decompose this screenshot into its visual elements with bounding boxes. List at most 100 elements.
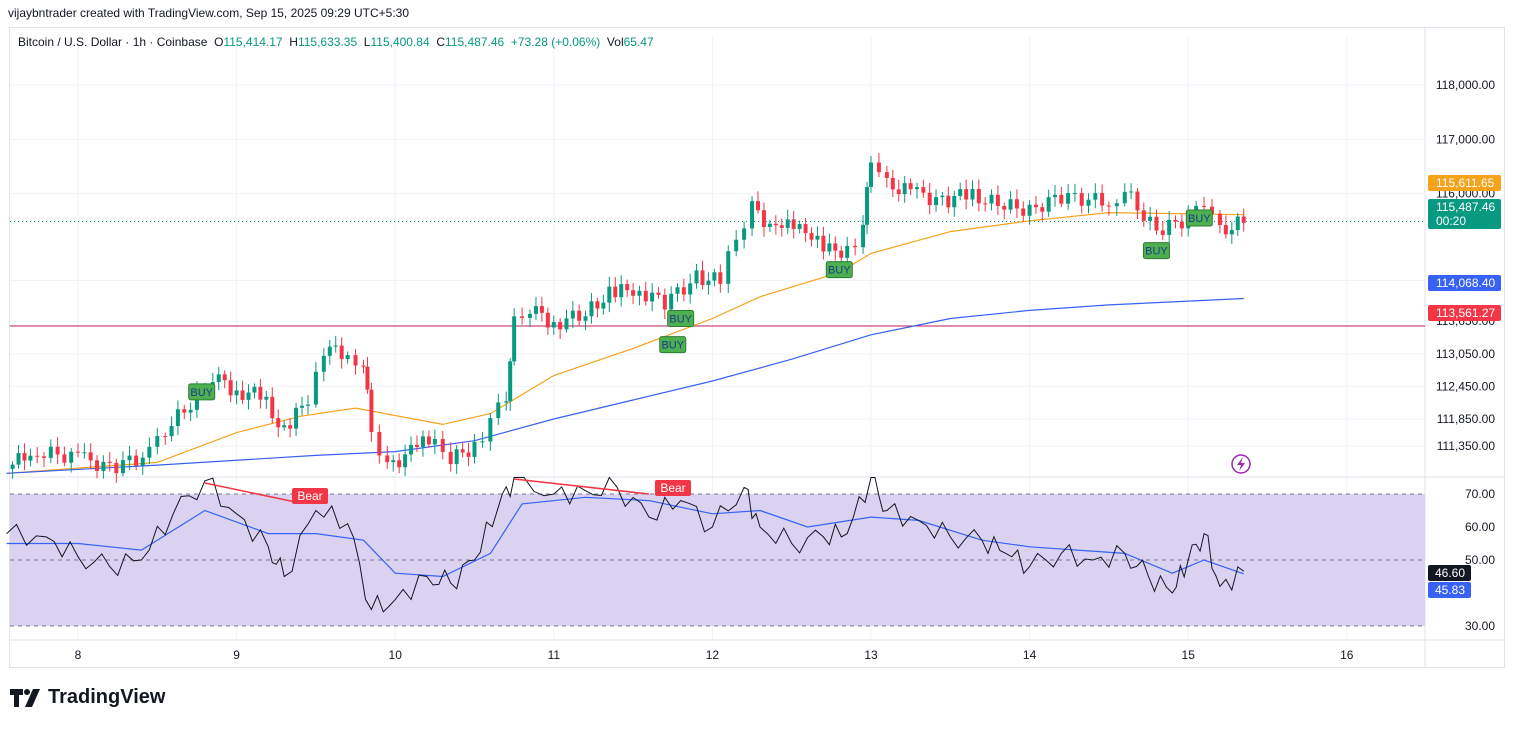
candle-body [845, 245, 850, 258]
candle-body [884, 172, 889, 178]
candle-body [472, 441, 477, 457]
buy-signal-label: BUY [828, 265, 851, 277]
time-axis-tick: 11 [548, 648, 561, 662]
candle-body [761, 210, 766, 227]
candle-body [861, 224, 866, 248]
price-axis-tick: 113,050.00 [1436, 347, 1495, 361]
high-value: 115,633.35 [297, 35, 358, 49]
rsi-tag-label: 45.83 [1435, 583, 1465, 597]
candle-body [601, 302, 606, 309]
rsi-pane: Bear Bear [6, 476, 1425, 627]
candle-body [700, 270, 705, 286]
candle-body [809, 233, 814, 240]
candle-body [1100, 192, 1105, 206]
candle-body [163, 436, 168, 438]
candle-body [62, 454, 67, 463]
candle-body [1135, 191, 1140, 211]
candle-body [821, 235, 826, 252]
candle-body [803, 224, 808, 234]
candle-body [426, 436, 431, 445]
candle-body [1114, 203, 1119, 207]
candle-body [583, 316, 588, 321]
bear-tag [292, 488, 328, 504]
candle-body [194, 391, 199, 410]
symbol-title[interactable]: Bitcoin / U.S. Dollar · 1h · Coinbase [18, 35, 208, 49]
volume-value: 65.47 [623, 35, 654, 49]
candle-body [797, 224, 802, 229]
candle-body [528, 313, 533, 318]
candle-body [607, 286, 612, 303]
candle-body [1160, 230, 1165, 235]
tradingview-logo[interactable]: TradingView [10, 686, 165, 709]
buy-signal [1185, 209, 1213, 227]
buy-signal [659, 336, 687, 354]
candle-body [42, 456, 47, 458]
candle-body [508, 361, 513, 402]
candle-body [902, 183, 907, 195]
candle-body [545, 312, 550, 328]
candle-body [353, 355, 358, 366]
change-value: +73.28 (+0.06%) [510, 35, 601, 49]
rsi-axis-tick: 50.00 [1465, 553, 1495, 567]
chart-frame [9, 27, 1505, 668]
price-axis-tick: 111,850.00 [1437, 412, 1496, 426]
candle-body [504, 401, 509, 403]
candle-body [1027, 204, 1032, 216]
candle-body [650, 292, 655, 302]
candle-body [827, 243, 832, 252]
rsi-axis-tick: 60.00 [1465, 520, 1495, 534]
candle-body [134, 455, 139, 466]
ma200-line [6, 297, 1244, 474]
buy-signal-label: BUY [661, 340, 684, 352]
candle-body [16, 453, 21, 465]
ma50-line [6, 211, 1244, 474]
close-label: C [436, 35, 445, 49]
candle-body [246, 392, 251, 400]
candle-body [1217, 213, 1222, 226]
candle-body [82, 452, 87, 454]
rsi-axis-tick: 70.00 [1465, 487, 1495, 501]
candle-body [1072, 193, 1077, 195]
buy-signal [667, 310, 695, 328]
candle-body [339, 345, 344, 360]
candle-body [95, 460, 100, 471]
rsi-axis-tick: 30.00 [1465, 619, 1495, 633]
buy-signal-label: BUY [669, 314, 692, 326]
candle-body [345, 355, 350, 360]
candle-body [551, 322, 556, 328]
candle-body [706, 280, 711, 286]
candle-body [1179, 221, 1184, 229]
buy-signals: BUY BUY BUY BUY BUY BUY [188, 209, 1251, 474]
buy-signal-label: BUY [190, 387, 213, 399]
candle-body [48, 446, 53, 458]
candle-body [539, 306, 544, 313]
candle-body [288, 425, 293, 429]
candle-body [712, 272, 717, 281]
high-label: H [289, 35, 298, 49]
candle-body [767, 223, 772, 227]
candle-body [1008, 199, 1013, 210]
candle-body [361, 365, 366, 367]
candle-body [276, 418, 281, 428]
price-tag-hline [1428, 305, 1501, 321]
candle-body [147, 446, 152, 458]
candle-body [742, 228, 747, 240]
candle-body [785, 219, 790, 228]
candle-body [989, 194, 994, 204]
price-tag-ma50 [1428, 175, 1501, 191]
candle-body [222, 374, 227, 381]
bear-tag-label: Bear [297, 489, 322, 503]
candle-body [876, 162, 881, 173]
candle-body [869, 162, 873, 187]
alert-bolt-icon-glyph [1237, 457, 1245, 471]
candle-body [385, 455, 390, 463]
candle-body [1086, 199, 1091, 206]
rsi-tag-rsi [1428, 565, 1471, 581]
candle-body [420, 436, 425, 447]
candle-body [1093, 192, 1098, 200]
symbol-legend: Bitcoin / U.S. Dollar · 1h · Coinbase O1… [18, 35, 654, 49]
candle-body [403, 454, 408, 468]
candle-body [327, 346, 332, 356]
